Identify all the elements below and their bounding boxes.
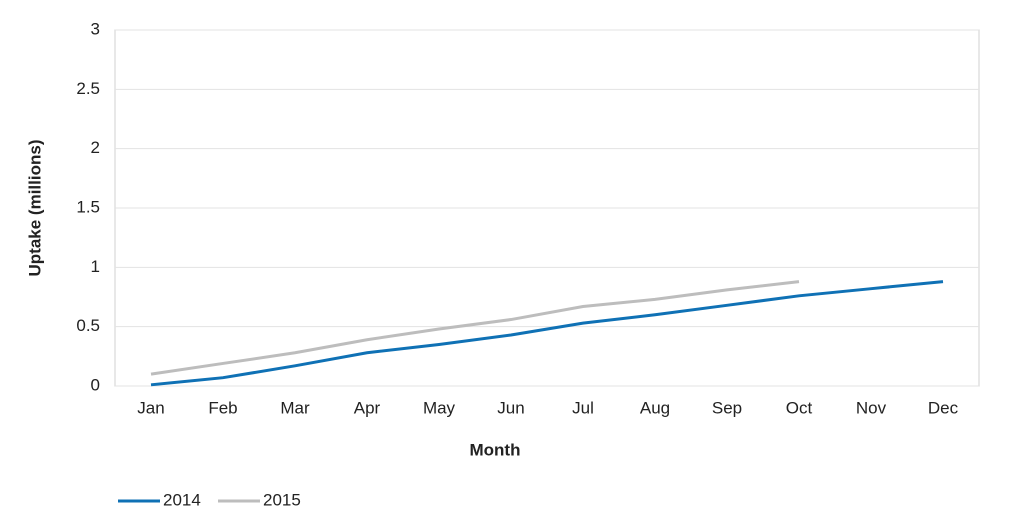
series-line xyxy=(150,280,800,376)
y-tick-label: 0 xyxy=(91,375,100,394)
x-tick-label: Apr xyxy=(354,398,381,417)
x-tick-label: Jun xyxy=(497,398,524,417)
x-tick-label: Aug xyxy=(640,398,670,417)
x-tick-label: Sep xyxy=(712,398,742,417)
series-line xyxy=(150,280,944,387)
y-tick-label: 2 xyxy=(91,138,100,157)
x-tick-label: Jul xyxy=(572,398,594,417)
y-tick-label: 3 xyxy=(91,19,100,38)
y-tick-label: 1 xyxy=(91,257,100,276)
y-tick-label: 0.5 xyxy=(76,316,100,335)
y-axis-label: Uptake (millions) xyxy=(25,140,44,277)
x-tick-label: Oct xyxy=(786,398,813,417)
legend-label: 2015 xyxy=(263,490,301,509)
y-tick-label: 1.5 xyxy=(76,197,100,216)
x-tick-label: Mar xyxy=(280,398,310,417)
x-tick-label: Feb xyxy=(208,398,237,417)
x-tick-label: Dec xyxy=(928,398,959,417)
x-axis-label: Month xyxy=(470,440,521,459)
x-tick-label: Nov xyxy=(856,398,887,417)
legend-label: 2014 xyxy=(163,490,201,509)
y-tick-label: 2.5 xyxy=(76,79,100,98)
x-tick-label: May xyxy=(423,398,456,417)
x-tick-label: Jan xyxy=(137,398,164,417)
